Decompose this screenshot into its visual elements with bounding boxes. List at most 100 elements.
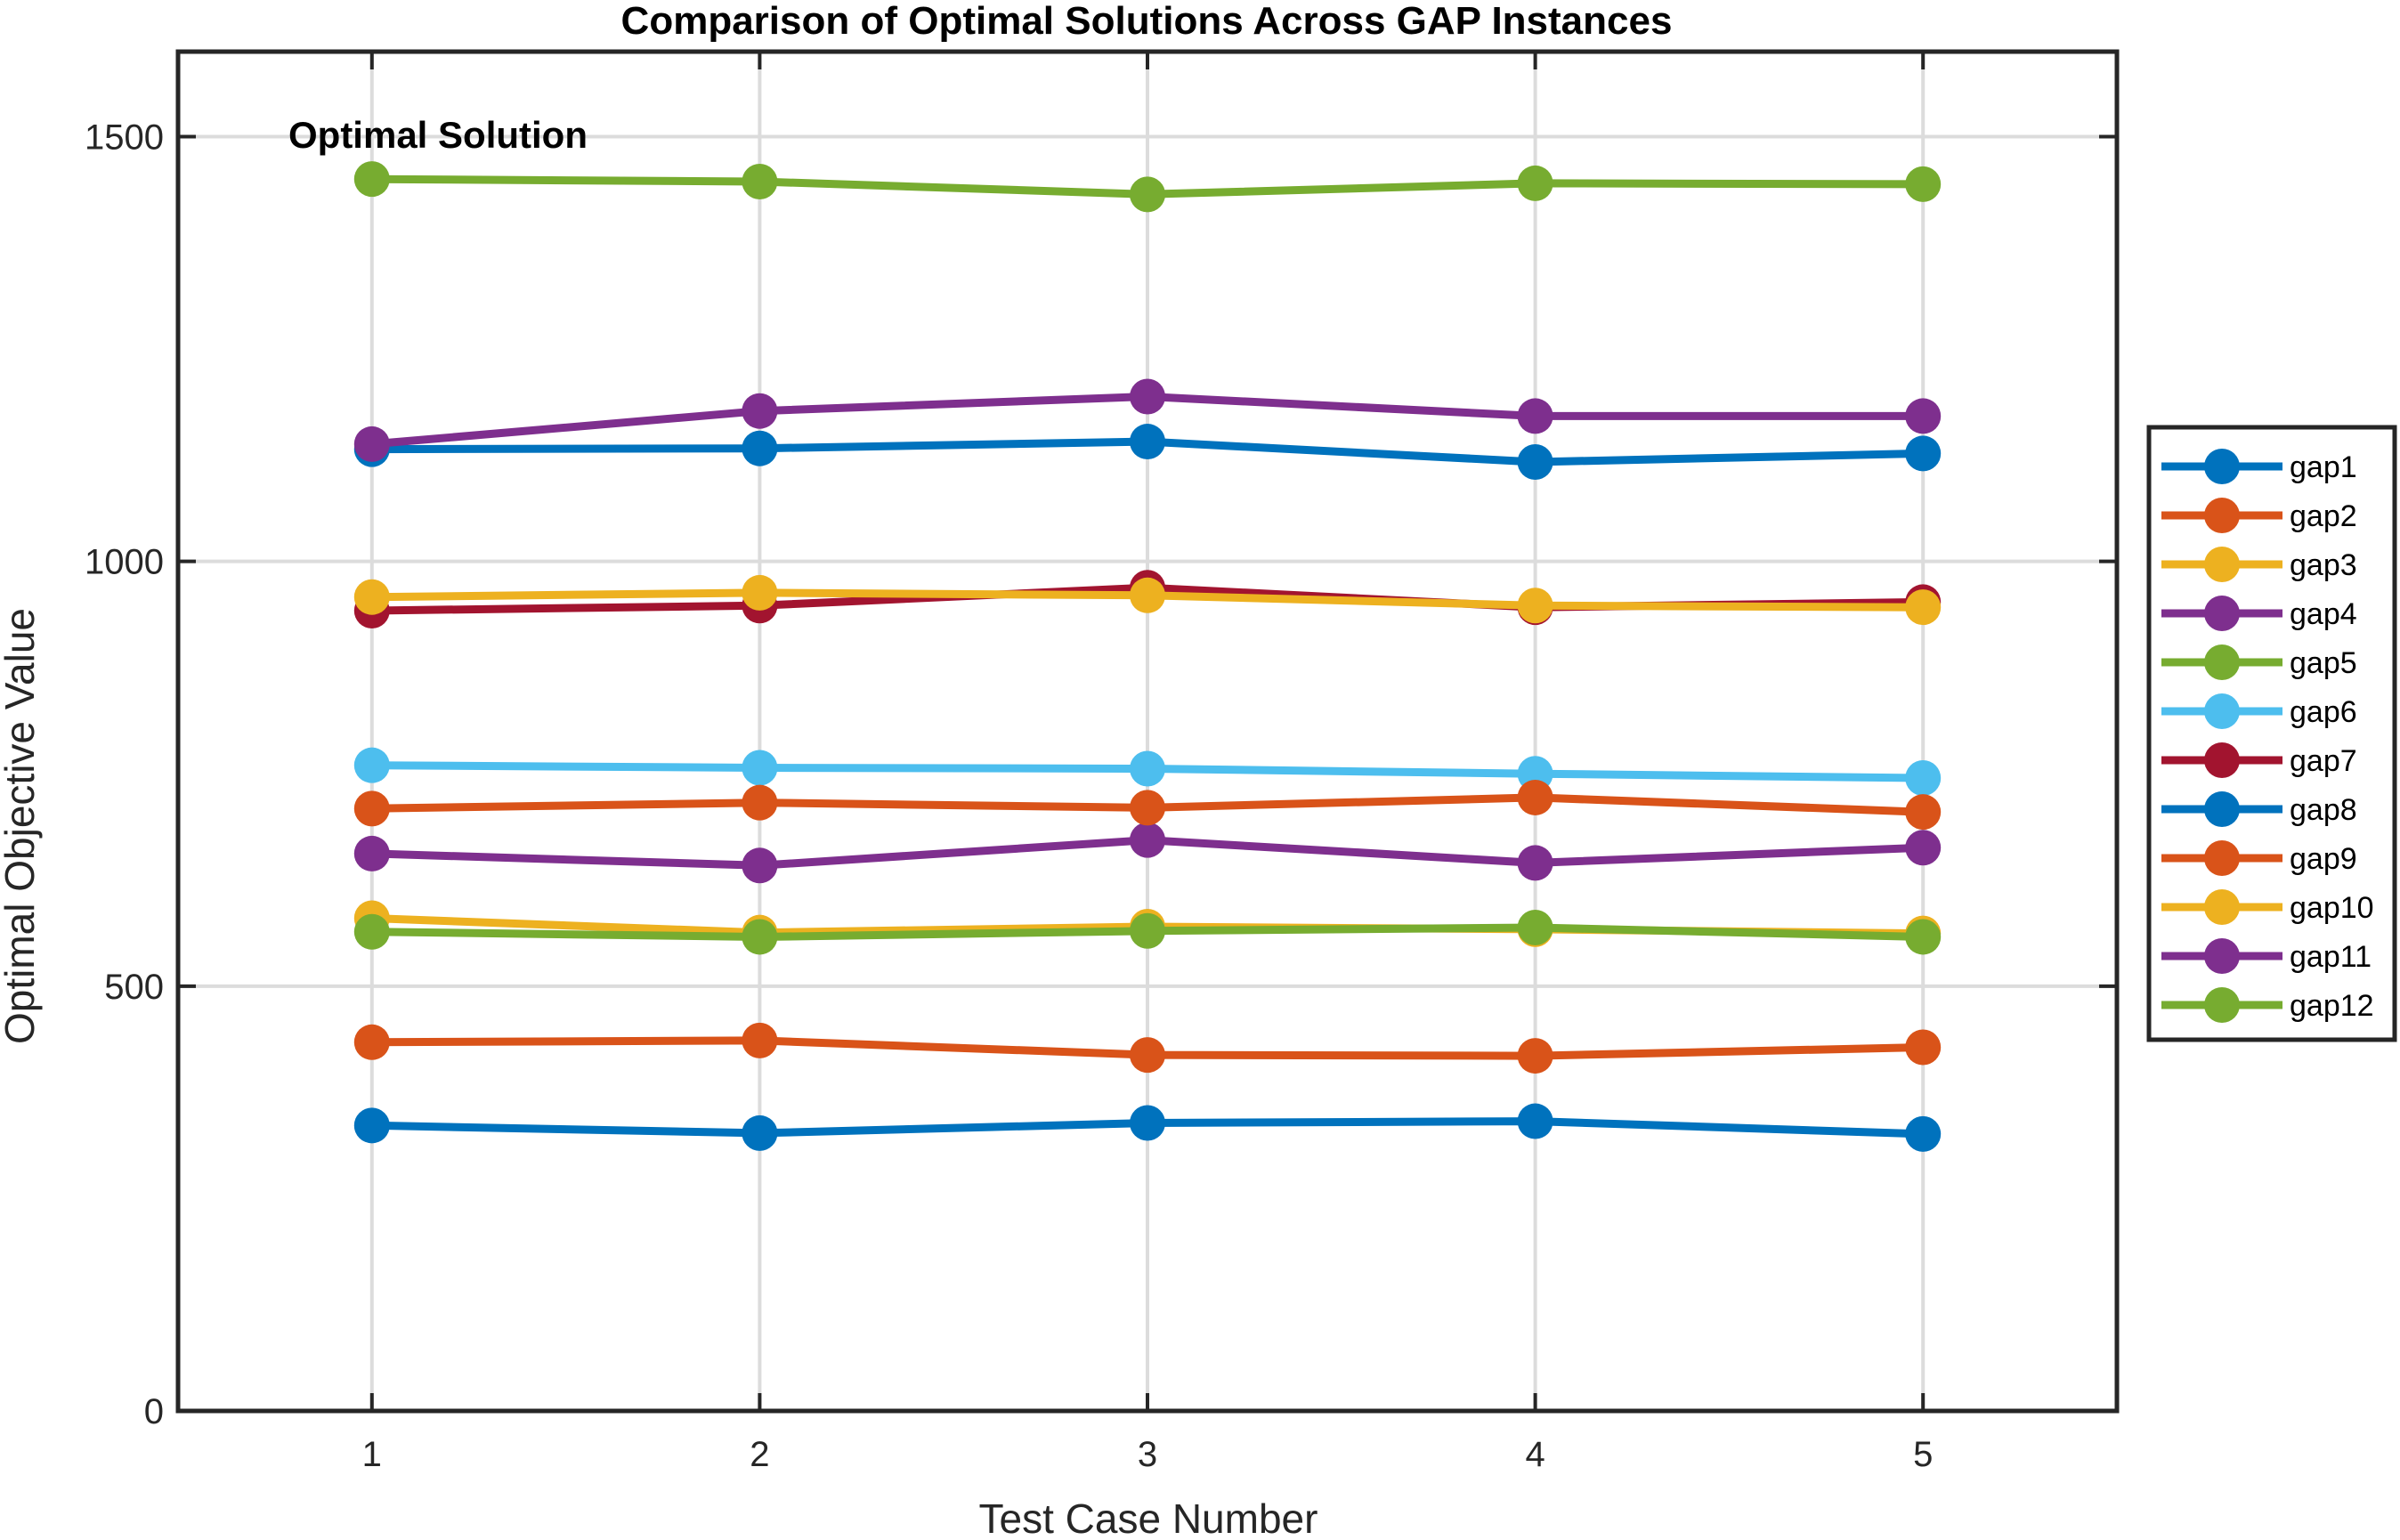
data-point-gap5 [1130, 912, 1165, 949]
x-tick-label: 2 [750, 1435, 769, 1474]
data-point-gap11 [353, 426, 390, 462]
axis-ticks: 1 2 3 4 5 0 500 1000 1500 [85, 52, 2117, 1474]
legend-label: gap10 [2290, 891, 2374, 925]
data-point-gap9 [742, 784, 778, 821]
y-tick-label: 1000 [85, 543, 164, 582]
data-point-gap4 [353, 835, 390, 871]
y-axis-label: Optimal Objective Value [0, 608, 43, 1044]
series-gap1 [353, 1103, 1942, 1152]
data-point-gap5 [1517, 909, 1553, 945]
data-point-gap10 [1905, 589, 1942, 626]
legend: gap1 gap2 gap3 gap4 gap5 gap6 gap7 gap8 gap9 gap1… [2146, 425, 2397, 1042]
series-gap5 [353, 909, 1942, 955]
legend-label: gap4 [2290, 597, 2357, 631]
data-point-gap1 [1130, 1105, 1165, 1141]
x-tick-label: 5 [1913, 1435, 1933, 1474]
data-point-gap2 [1130, 1037, 1165, 1074]
legend-item: gap5 [2161, 644, 2357, 680]
data-point-gap6 [1905, 759, 1942, 796]
data-point-gap12 [1905, 166, 1942, 202]
series-gap10 [353, 574, 1942, 626]
data-point-gap4 [1905, 830, 1942, 866]
legend-item: gap9 [2161, 840, 2357, 876]
data-point-gap9 [353, 790, 390, 827]
legend-label: gap9 [2290, 842, 2357, 876]
data-point-gap6 [353, 747, 390, 783]
data-point-gap2 [1905, 1029, 1942, 1066]
legend-marker [2204, 938, 2240, 974]
data-point-gap4 [742, 847, 778, 884]
legend-label: gap6 [2290, 695, 2357, 729]
legend-item: gap3 [2161, 547, 2357, 582]
data-point-gap1 [353, 1107, 390, 1144]
data-point-gap11 [1517, 398, 1553, 434]
data-point-gap6 [1130, 750, 1165, 787]
legend-item: gap8 [2161, 791, 2357, 827]
legend-marker [2204, 840, 2240, 876]
legend-marker [2204, 644, 2240, 680]
legend-marker [2204, 987, 2240, 1023]
grid [178, 52, 2117, 1413]
legend-label: gap7 [2290, 744, 2357, 778]
y-tick-label: 1500 [85, 118, 164, 157]
data-point-gap8 [742, 430, 778, 466]
data-point-gap2 [742, 1022, 778, 1058]
legend-marker [2204, 693, 2240, 729]
legend-item: gap7 [2161, 742, 2357, 778]
legend-item: gap4 [2161, 596, 2357, 631]
data-point-gap8 [1517, 443, 1553, 480]
legend-label: gap2 [2290, 499, 2357, 533]
legend-item: gap1 [2161, 449, 2357, 484]
data-point-gap11 [1130, 378, 1165, 415]
legend-marker [2204, 547, 2240, 582]
data-point-gap1 [742, 1114, 778, 1151]
x-tick-label: 1 [362, 1435, 382, 1474]
data-point-gap10 [1517, 588, 1553, 624]
legend-item: gap10 [2161, 889, 2374, 925]
data-point-gap2 [1517, 1038, 1553, 1074]
data-point-gap12 [1130, 176, 1165, 213]
legend-label: gap12 [2290, 989, 2374, 1023]
series-gap12 [353, 161, 1942, 213]
legend-box [2146, 425, 2397, 1042]
data-point-gap11 [1905, 398, 1942, 434]
data-point-gap2 [353, 1024, 390, 1060]
legend-marker [2204, 791, 2240, 827]
data-point-gap10 [1130, 577, 1165, 613]
x-tick-label: 4 [1525, 1435, 1545, 1474]
legend-label: gap8 [2290, 793, 2357, 827]
chart-title: Comparison of Optimal Solutions Across G… [621, 0, 1673, 43]
legend-label: gap3 [2290, 548, 2357, 582]
data-point-gap10 [742, 574, 778, 611]
series-gap2 [353, 1022, 1942, 1074]
x-tick-label: 3 [1138, 1435, 1157, 1474]
data-point-gap12 [742, 164, 778, 200]
legend-item: gap6 [2161, 693, 2357, 729]
data-point-gap6 [742, 750, 778, 786]
data-point-gap1 [1905, 1115, 1942, 1152]
x-axis-label: Test Case Number [979, 1495, 1318, 1540]
data-point-gap9 [1517, 779, 1553, 815]
series-group [353, 161, 1942, 1152]
data-point-gap4 [1130, 822, 1165, 858]
legend-item: gap12 [2161, 987, 2374, 1023]
legend-marker [2204, 889, 2240, 925]
data-point-gap5 [353, 913, 390, 950]
data-point-gap9 [1905, 794, 1942, 831]
data-point-gap10 [353, 579, 390, 615]
legend-label: gap1 [2290, 450, 2357, 484]
data-point-gap8 [1905, 435, 1942, 472]
data-point-gap12 [1517, 165, 1553, 201]
data-point-gap11 [742, 393, 778, 429]
series-gap4 [353, 822, 1942, 884]
data-point-gap4 [1517, 845, 1553, 881]
legend-marker [2204, 596, 2240, 631]
series-gap11 [353, 378, 1942, 462]
data-point-gap12 [353, 161, 390, 198]
y-tick-label: 500 [104, 968, 164, 1007]
data-point-gap5 [742, 919, 778, 955]
legend-item: gap11 [2161, 938, 2372, 974]
legend-marker [2204, 498, 2240, 533]
legend-marker [2204, 449, 2240, 484]
